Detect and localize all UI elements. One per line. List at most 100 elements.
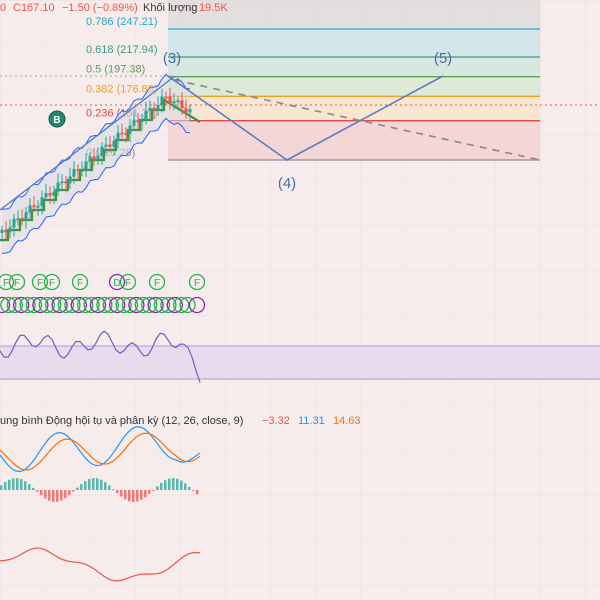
macd-histogram-bar (192, 490, 195, 491)
signal-label-top: F (3, 278, 9, 289)
fib-retracement-zones[interactable] (168, 0, 540, 160)
macd-pane: ung bình Động hội tụ và phân kỳ (12, 26,… (0, 415, 361, 502)
candle-body[interactable] (176, 100, 180, 102)
candle-body[interactable] (24, 212, 28, 220)
fib-zone-3[interactable] (168, 96, 540, 121)
candle-body[interactable] (28, 205, 32, 213)
elliott-wave-projection[interactable] (0, 75, 541, 211)
macd-histogram-bar (60, 490, 63, 501)
candle-body[interactable] (188, 109, 192, 113)
candle-body[interactable] (116, 132, 120, 141)
candle-body[interactable] (144, 110, 148, 120)
candle-body[interactable] (88, 156, 92, 162)
candle-body[interactable] (4, 229, 8, 233)
macd-histogram-bar (4, 482, 7, 490)
fib-level-label-3: 0.382 (176.83) (86, 83, 158, 95)
macd-histogram-bar (48, 490, 51, 501)
macd-line (0, 426, 201, 473)
candle-body[interactable] (68, 176, 72, 184)
macd-histogram-bar (36, 490, 39, 492)
candle-body[interactable] (112, 140, 116, 147)
candle-body[interactable] (0, 229, 4, 233)
macd-histogram-bar (180, 480, 183, 490)
signal-circle-bottom (83, 296, 100, 314)
candle-body[interactable] (164, 96, 168, 98)
candle-body[interactable] (100, 146, 104, 156)
candle-body[interactable] (60, 181, 64, 183)
candle-body[interactable] (64, 181, 68, 184)
signal-circle-bottom (89, 296, 107, 314)
signal-circle-top (43, 273, 61, 291)
candle-body[interactable] (92, 156, 96, 159)
fib-zone-1[interactable] (168, 57, 540, 77)
candle-body[interactable] (180, 100, 184, 109)
candle-body[interactable] (148, 107, 152, 111)
buy-marker[interactable]: B (48, 110, 66, 128)
fib-zone-4[interactable] (168, 120, 540, 160)
macd-histogram-bar (40, 490, 43, 496)
wave-label-3: (3) (163, 50, 181, 67)
signal-circle-bottom (166, 296, 183, 314)
candle-body[interactable] (184, 108, 188, 113)
macd-histogram-bar (184, 483, 187, 490)
candle-body[interactable] (20, 218, 24, 220)
candle-body[interactable] (108, 144, 112, 147)
candle-body[interactable] (84, 161, 88, 171)
candle-body[interactable] (48, 192, 52, 196)
candle-body[interactable] (40, 197, 44, 207)
signal-label-top: F (194, 278, 200, 289)
wave-label-5: (5) (434, 50, 452, 67)
candle-body[interactable] (44, 192, 48, 198)
macd-histogram-bar (116, 490, 119, 494)
rsi-pane (0, 330, 600, 383)
candle-body[interactable] (72, 168, 76, 177)
signal-label-top: F (77, 278, 83, 289)
signal-circle-bottom (134, 296, 151, 314)
candle-body[interactable] (32, 205, 36, 208)
candle-body[interactable] (128, 125, 132, 134)
candle-body[interactable] (104, 144, 108, 147)
candlestick-series[interactable] (0, 87, 192, 242)
fib-zone-top[interactable] (168, 0, 540, 29)
macd-histogram-bar (188, 486, 191, 490)
candle-body[interactable] (36, 206, 40, 208)
fib-zone-0[interactable] (168, 29, 540, 58)
signal-circle-bottom (102, 296, 119, 314)
macd-histogram-bar (144, 490, 147, 498)
candle-body[interactable] (76, 168, 80, 171)
fib-level-label-0: 0.786 (247.21) (86, 16, 158, 28)
candle-body[interactable] (80, 170, 84, 172)
wave-path[interactable] (167, 75, 444, 161)
candle-body[interactable] (56, 182, 60, 192)
candle-body[interactable] (52, 191, 56, 196)
candle-body[interactable] (136, 119, 140, 123)
macd-legend-title: ung bình Động hội tụ và phân kỳ (12, 26,… (0, 415, 243, 427)
candle-body[interactable] (156, 105, 160, 111)
candle-body[interactable] (120, 132, 124, 135)
fib-zone-2[interactable] (168, 76, 540, 97)
candle-body[interactable] (152, 107, 156, 111)
macd-histogram-bar (168, 478, 171, 490)
candle-body[interactable] (96, 155, 100, 159)
wave-channel-line[interactable] (0, 75, 176, 211)
rsi-band (0, 346, 600, 379)
candle-body[interactable] (160, 96, 164, 106)
signal-circle-bottom (64, 296, 81, 314)
signal-circle-bottom (96, 296, 113, 314)
candle-body[interactable] (168, 96, 172, 104)
wave-projection-dashed[interactable] (174, 79, 541, 161)
candle-body[interactable] (8, 227, 12, 233)
candle-body[interactable] (12, 218, 16, 228)
candle-body[interactable] (140, 119, 144, 123)
signal-circle-bottom (51, 296, 68, 314)
macd-histogram-bar (104, 482, 107, 490)
candle-body[interactable] (16, 218, 20, 220)
signal-circle-bottom (0, 296, 17, 314)
candle-body[interactable] (124, 133, 128, 135)
signal-label-top: F (14, 278, 20, 289)
candle-body[interactable] (172, 101, 176, 104)
signal-circle-bottom (109, 296, 126, 314)
candle-body[interactable] (132, 119, 136, 126)
macd-histogram-bar (64, 490, 67, 499)
